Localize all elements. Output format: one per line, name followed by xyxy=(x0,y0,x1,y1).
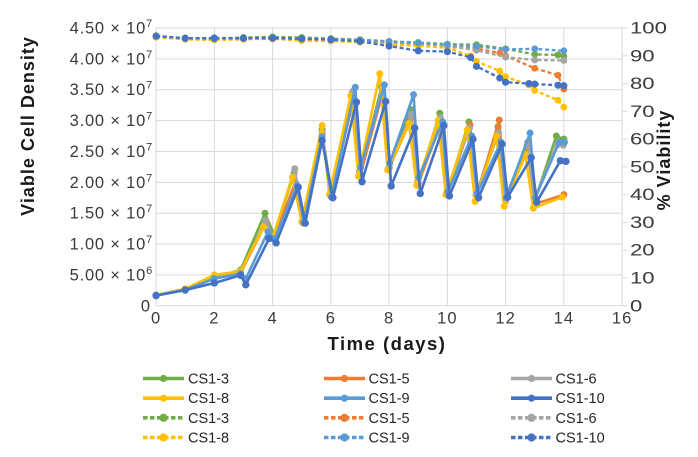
svg-text:CS1-8: CS1-8 xyxy=(188,431,229,447)
svg-text:% Viability: % Viability xyxy=(654,110,674,211)
svg-text:4.00 × 107: 4.00 × 107 xyxy=(70,49,153,69)
svg-text:CS1-3: CS1-3 xyxy=(188,372,229,388)
svg-text:14: 14 xyxy=(554,310,574,328)
svg-text:1.50 × 107: 1.50 × 107 xyxy=(70,203,153,223)
svg-text:0: 0 xyxy=(630,297,642,315)
svg-text:60: 60 xyxy=(630,131,655,149)
svg-text:5.00 × 106: 5.00 × 106 xyxy=(70,265,153,285)
svg-text:4.50 × 107: 4.50 × 107 xyxy=(70,18,153,38)
svg-text:0: 0 xyxy=(151,310,161,328)
svg-text:CS1-10: CS1-10 xyxy=(556,431,605,447)
svg-text:6: 6 xyxy=(326,310,336,328)
svg-text:40: 40 xyxy=(630,186,655,204)
svg-text:0: 0 xyxy=(141,297,150,315)
svg-text:CS1-6: CS1-6 xyxy=(556,411,597,427)
svg-text:CS1-10: CS1-10 xyxy=(556,391,605,407)
svg-text:16: 16 xyxy=(612,310,632,328)
svg-text:CS1-6: CS1-6 xyxy=(556,372,597,388)
svg-text:12: 12 xyxy=(495,310,515,328)
svg-text:1.00 × 107: 1.00 × 107 xyxy=(70,234,153,254)
svg-text:10: 10 xyxy=(630,270,655,288)
svg-text:2: 2 xyxy=(209,310,219,328)
svg-text:Viable Cell Density: Viable Cell Density xyxy=(18,36,38,216)
svg-text:80: 80 xyxy=(630,75,655,93)
svg-text:90: 90 xyxy=(630,47,655,65)
svg-text:8: 8 xyxy=(384,310,394,328)
svg-text:3.50 × 107: 3.50 × 107 xyxy=(70,80,153,100)
svg-text:CS1-5: CS1-5 xyxy=(369,372,410,388)
svg-text:20: 20 xyxy=(630,242,655,260)
svg-text:2.00 × 107: 2.00 × 107 xyxy=(70,172,153,192)
svg-text:30: 30 xyxy=(630,214,655,232)
svg-text:50: 50 xyxy=(630,158,655,176)
svg-text:CS1-8: CS1-8 xyxy=(188,391,229,407)
svg-text:100: 100 xyxy=(630,20,667,38)
svg-text:CS1-9: CS1-9 xyxy=(369,391,410,407)
svg-text:CS1-3: CS1-3 xyxy=(188,411,229,427)
svg-text:4: 4 xyxy=(268,310,278,328)
svg-text:10: 10 xyxy=(437,310,457,328)
svg-text:70: 70 xyxy=(630,103,655,121)
svg-text:Time (days): Time (days) xyxy=(328,333,447,354)
svg-text:CS1-9: CS1-9 xyxy=(369,431,410,447)
svg-text:2.50 × 107: 2.50 × 107 xyxy=(70,141,153,161)
svg-text:CS1-5: CS1-5 xyxy=(369,411,410,427)
svg-text:3.00 × 107: 3.00 × 107 xyxy=(70,111,153,131)
